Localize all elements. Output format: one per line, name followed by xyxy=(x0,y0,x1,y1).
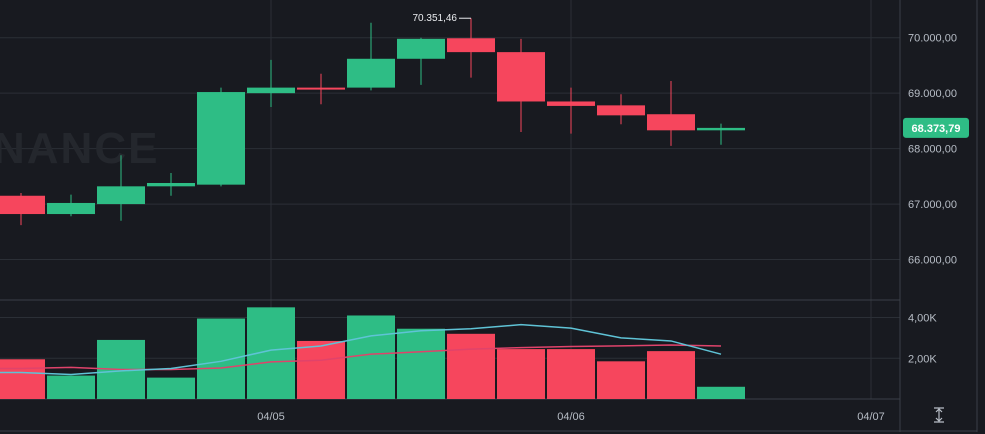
candle[interactable] xyxy=(597,94,645,125)
volume-moving-averages xyxy=(0,323,722,376)
candle-body xyxy=(247,87,295,94)
price-tick-label: 70.000,00 xyxy=(908,33,957,45)
volume-bar xyxy=(547,349,595,399)
candle[interactable] xyxy=(697,123,745,145)
candle[interactable] xyxy=(97,155,145,221)
volume-bar xyxy=(597,361,645,399)
candle[interactable] xyxy=(297,73,345,105)
auto-scale-icon-glyph xyxy=(934,407,944,423)
volume-bar xyxy=(397,328,445,399)
candle-body xyxy=(647,114,695,131)
volume-bar xyxy=(497,349,545,399)
candle-body xyxy=(447,38,495,53)
candle[interactable] xyxy=(197,87,245,187)
candle-body xyxy=(197,92,245,185)
volume-bar xyxy=(297,340,345,399)
volume-bar xyxy=(647,351,695,399)
candle[interactable] xyxy=(547,87,595,134)
candle-body xyxy=(547,101,595,106)
chart-overlays: 70.351,46 xyxy=(413,13,471,24)
candle[interactable] xyxy=(147,173,195,196)
price-tick-label: 68.000,00 xyxy=(908,144,957,156)
candle-body xyxy=(297,87,345,90)
candle-body xyxy=(147,182,195,187)
price-tick-label: 66.000,00 xyxy=(908,255,957,267)
volume-bar xyxy=(447,333,495,399)
volume-bar xyxy=(347,315,395,399)
candle[interactable] xyxy=(47,194,95,217)
volume-tick-label: 2,00K xyxy=(908,353,937,365)
candle-body xyxy=(597,105,645,116)
volume-bar xyxy=(47,375,95,399)
candle[interactable] xyxy=(347,22,395,91)
auto-scale-icon[interactable] xyxy=(934,407,944,423)
current-price-label: 68.373,79 xyxy=(912,123,961,135)
volume-bar xyxy=(147,377,195,399)
time-tick-label: 04/07 xyxy=(857,411,885,423)
candle[interactable] xyxy=(397,37,445,85)
time-tick-label: 04/06 xyxy=(557,411,585,423)
candle-body xyxy=(347,58,395,88)
price-tick-label: 69.000,00 xyxy=(908,88,957,100)
candle[interactable] xyxy=(247,59,295,108)
volume-bars xyxy=(0,307,745,399)
volume-ma-fast-line xyxy=(0,323,722,376)
candle-body xyxy=(697,127,745,131)
volume-bar xyxy=(197,318,245,399)
candle-body xyxy=(97,186,145,205)
time-tick-label: 04/05 xyxy=(257,411,285,423)
candle-body xyxy=(0,195,45,215)
volume-bar xyxy=(697,386,745,399)
candle[interactable] xyxy=(447,18,495,78)
price-tick-label: 67.000,00 xyxy=(908,199,957,211)
current-price-badge-bg xyxy=(903,117,969,138)
candle-body xyxy=(47,202,95,215)
volume-ma-slow-line xyxy=(0,344,722,371)
watermark-logo: BINANCE xyxy=(0,124,159,173)
volume-tick-label: 4,00K xyxy=(908,313,937,325)
candle[interactable] xyxy=(0,192,45,226)
current-price-badge: 68.373,79 xyxy=(903,117,969,138)
candle-body xyxy=(497,52,545,102)
volume-bar xyxy=(0,359,45,399)
candle[interactable] xyxy=(497,38,545,132)
axes[interactable]: 70.000,00 69.000,00 68.000,00 67.000,00 66.0… xyxy=(257,33,969,423)
candle[interactable] xyxy=(647,80,695,146)
candles[interactable] xyxy=(0,18,745,226)
high-price-label: 70.351,46 xyxy=(413,13,458,24)
candle-body xyxy=(397,38,445,59)
